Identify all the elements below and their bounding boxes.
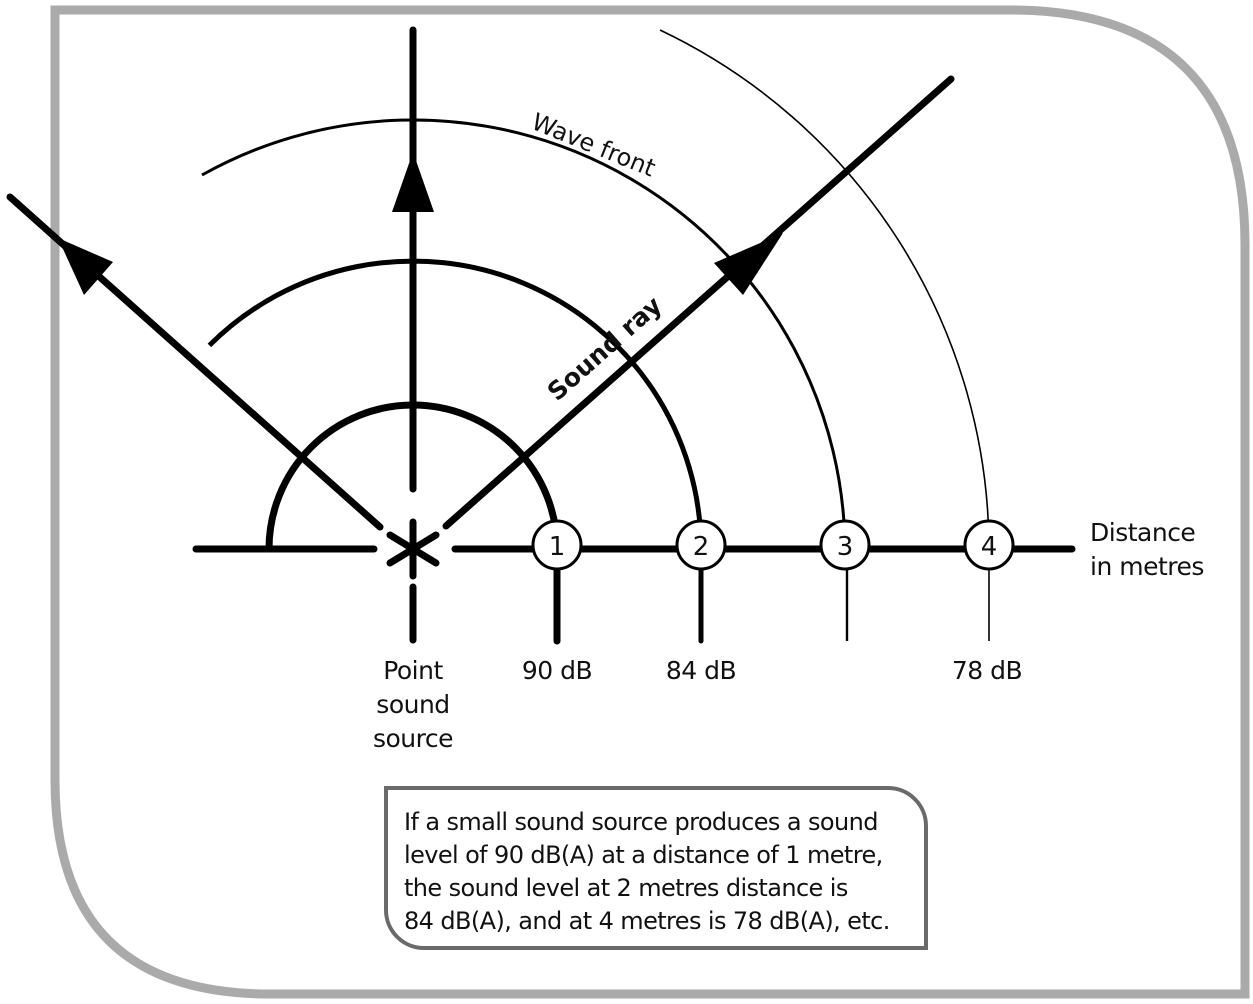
note-line-1: If a small sound source produces a sound <box>404 808 878 836</box>
point-source-label: Point sound source <box>353 654 473 756</box>
point-source-label-line-1: Point <box>383 656 443 685</box>
distance-marker-1: 1 <box>531 519 583 571</box>
arrowhead-up-icon <box>392 152 434 212</box>
distance-marker-4: 4 <box>963 519 1015 571</box>
distance-marker-3-label: 3 <box>837 532 854 562</box>
point-source-label-line-2: sound <box>376 690 450 719</box>
sound-ray-right <box>442 75 955 530</box>
note-line-4: 84 dB(A), and at 4 metres is 78 dB(A), e… <box>404 907 890 935</box>
distance-marker-2-label: 2 <box>693 532 710 562</box>
axis-label-line-2: in metres <box>1090 552 1204 581</box>
explanation-note: If a small sound source produces a sound… <box>384 786 928 950</box>
db-label-4: 78 dB <box>951 656 1023 685</box>
distance-marker-2: 2 <box>675 519 727 571</box>
db-label-2: 84 dB <box>665 656 737 685</box>
arrowhead-left-icon <box>58 238 113 295</box>
distance-marker-3: 3 <box>819 519 871 571</box>
axis-label: Distance in metres <box>1090 516 1204 584</box>
wave-front-arc-2 <box>207 258 704 550</box>
wave-front-arc-4 <box>659 29 990 550</box>
distance-marker-1-label: 1 <box>549 532 566 562</box>
note-line-2: level of 90 dB(A) at a distance of 1 met… <box>404 841 883 869</box>
wave-front-label: Wave front <box>528 108 660 183</box>
wave-front-arc-3 <box>201 118 847 550</box>
db-label-1: 90 dB <box>521 656 593 685</box>
axis-label-line-1: Distance <box>1090 518 1196 547</box>
distance-marker-4-label: 4 <box>981 532 998 562</box>
arrowhead-right-icon <box>714 233 783 295</box>
point-source-icon <box>386 518 440 580</box>
outer-frame <box>50 5 1250 999</box>
point-source-label-line-3: source <box>372 724 454 753</box>
note-line-3: the sound level at 2 metres distance is <box>404 874 848 902</box>
